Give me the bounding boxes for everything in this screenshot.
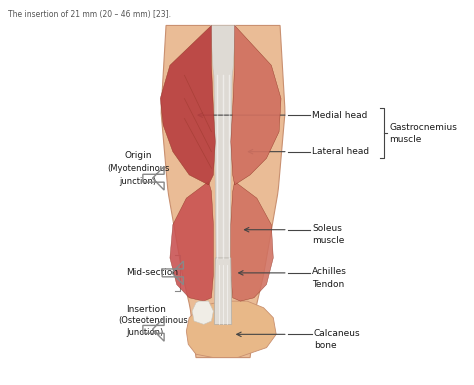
Text: Insertion: Insertion (127, 305, 166, 313)
Polygon shape (231, 182, 273, 301)
Text: Soleus
muscle: Soleus muscle (312, 224, 344, 246)
Polygon shape (231, 25, 281, 185)
Text: Origin: Origin (124, 151, 152, 161)
Text: The insertion of 21 mm (20 – 46 mm) [23].: The insertion of 21 mm (20 – 46 mm) [23]… (8, 10, 171, 19)
Polygon shape (161, 25, 285, 358)
Polygon shape (210, 25, 236, 308)
Polygon shape (160, 25, 215, 185)
Text: (Osteotendinous: (Osteotendinous (118, 316, 189, 325)
Text: Medial head: Medial head (312, 110, 367, 120)
Text: Calcaneus
bone: Calcaneus bone (314, 328, 361, 350)
Text: Lateral head: Lateral head (312, 147, 369, 156)
Text: Gastrocnemius
muscle: Gastrocnemius muscle (389, 123, 457, 144)
Text: Junction): Junction) (127, 328, 164, 337)
Polygon shape (186, 301, 276, 358)
Polygon shape (170, 182, 213, 301)
Polygon shape (214, 258, 232, 325)
Text: Mid-section: Mid-section (127, 268, 179, 277)
Text: (Myotendinous: (Myotendinous (107, 164, 169, 173)
Text: Achilles
Tendon: Achilles Tendon (312, 267, 347, 289)
Polygon shape (192, 301, 213, 325)
Text: junction): junction) (119, 177, 156, 186)
